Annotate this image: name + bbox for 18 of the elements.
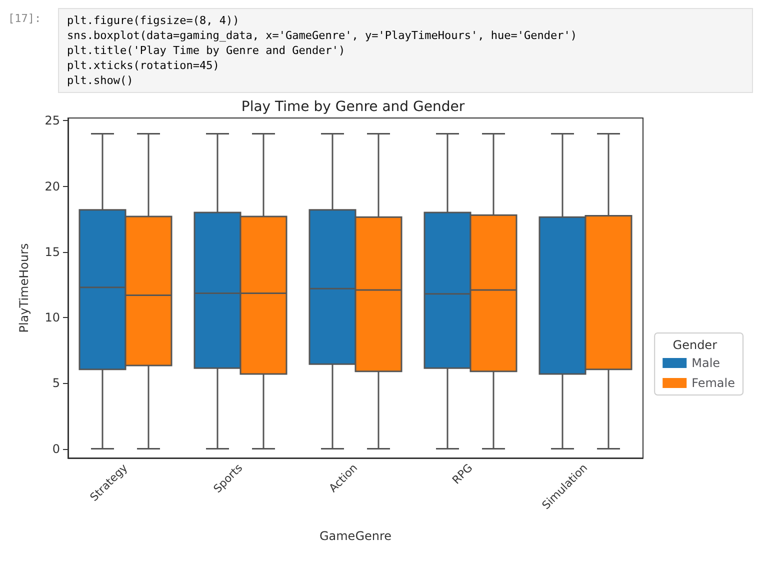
y-tick-label: 20 <box>44 179 60 194</box>
text: sns.boxplot(data=gaming_data, x='GameGenre', y='PlayTimeHours', hue='Gender') <box>67 28 578 43</box>
x-axis-title: GameGenre <box>319 529 392 543</box>
y-axis-title: PlayTimeHours <box>17 243 31 333</box>
text: plt.show() <box>67 73 134 88</box>
chart-title: Play Time by Genre and Gender <box>241 99 465 115</box>
y-tick-label: 10 <box>44 310 60 325</box>
text: plt.xticks(rotation=45) <box>67 58 220 73</box>
y-tick-label: 5 <box>52 376 60 390</box>
text: [17]: <box>8 11 42 27</box>
y-tick-label: 15 <box>44 244 60 259</box>
y-tick-label: 25 <box>44 114 60 128</box>
legend-label: Male <box>692 356 720 370</box>
y-tick-label: 0 <box>52 442 60 456</box>
text: plt.title('Play Time by Genre and Gender') <box>67 43 346 58</box>
legend-label: Female <box>692 376 735 390</box>
text: plt.figure(figsize=(8, 4)) <box>67 13 240 28</box>
legend-title: Gender <box>672 338 718 352</box>
